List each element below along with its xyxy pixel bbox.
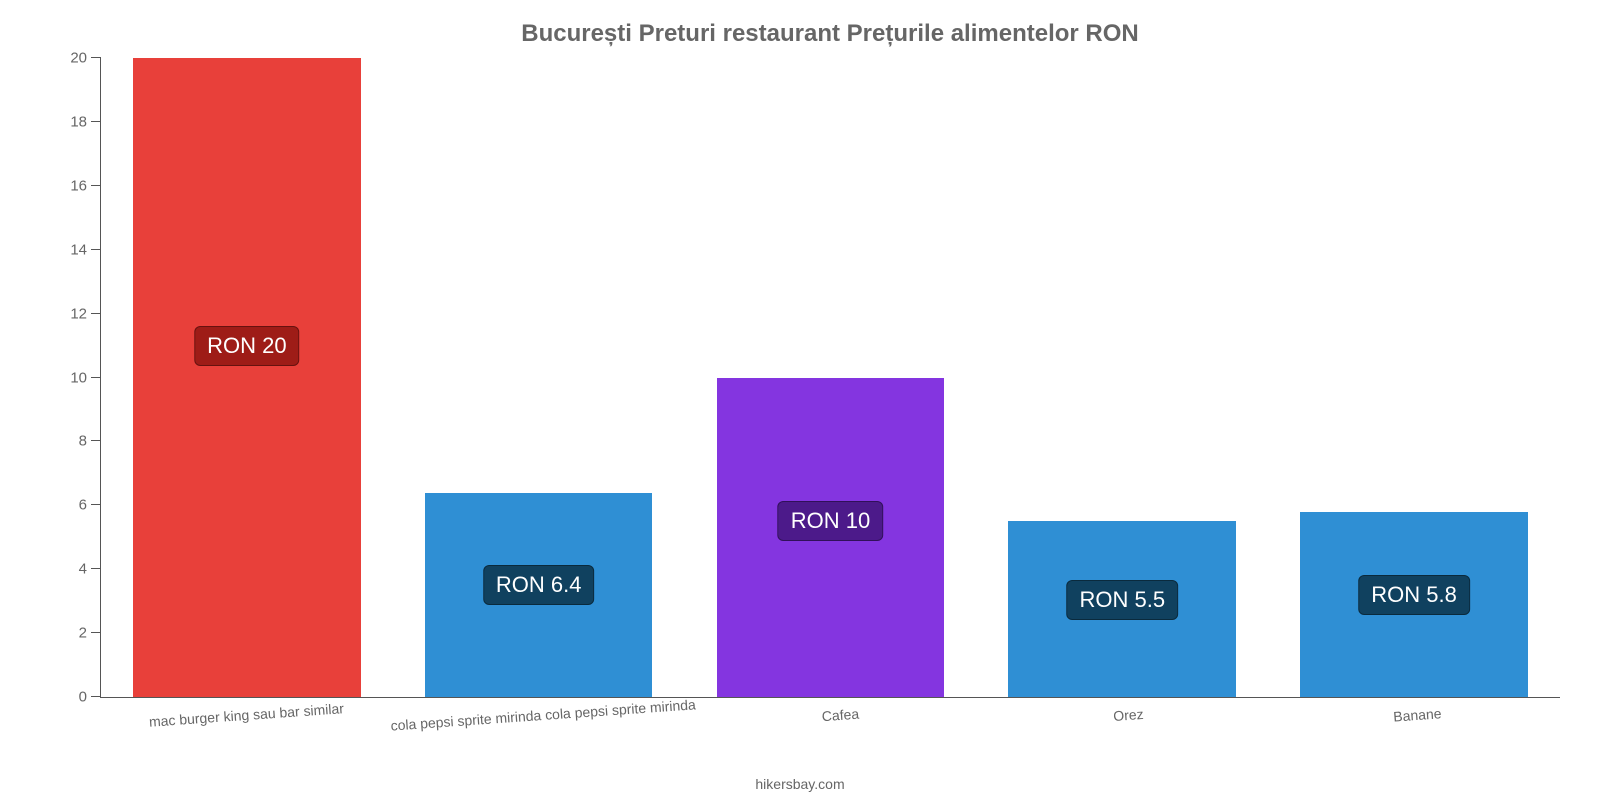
y-tick-label: 10 — [70, 369, 101, 386]
value-badge: RON 5.8 — [1358, 575, 1470, 615]
y-tick-label: 8 — [79, 433, 101, 450]
chart-title: București Preturi restaurant Prețurile a… — [100, 20, 1560, 48]
chart-container: București Preturi restaurant Prețurile a… — [0, 0, 1600, 800]
y-tick-label: 20 — [70, 50, 101, 67]
bar-slot: RON 20 — [101, 58, 393, 697]
value-badge: RON 10 — [778, 501, 883, 541]
bar-slot: RON 10 — [685, 58, 977, 697]
bar — [133, 58, 361, 697]
bar-slot: RON 5.8 — [1268, 58, 1560, 697]
y-tick-label: 14 — [70, 241, 101, 258]
y-tick-label: 2 — [79, 625, 101, 642]
y-tick-label: 4 — [79, 561, 101, 578]
value-badge: RON 5.5 — [1066, 580, 1178, 620]
y-tick-label: 12 — [70, 305, 101, 322]
plot-area: RON 20RON 6.4RON 10RON 5.5RON 5.8 mac bu… — [100, 58, 1560, 698]
credit-text: hikersbay.com — [755, 776, 844, 792]
y-tick-label: 18 — [70, 113, 101, 130]
bar-slot: RON 5.5 — [976, 58, 1268, 697]
y-tick-label: 6 — [79, 497, 101, 514]
bar-slot: RON 6.4 — [393, 58, 685, 697]
x-axis: mac burger king sau bar similarcola peps… — [101, 697, 1560, 723]
y-tick-label: 16 — [70, 177, 101, 194]
bars-group: RON 20 RON 6.4 RON 10 RON 5.5 RON 5.8 — [101, 58, 1560, 697]
y-tick-label: 0 — [79, 689, 101, 706]
value-badge: RON 20 — [194, 326, 299, 366]
value-badge: RON 6.4 — [483, 565, 595, 605]
